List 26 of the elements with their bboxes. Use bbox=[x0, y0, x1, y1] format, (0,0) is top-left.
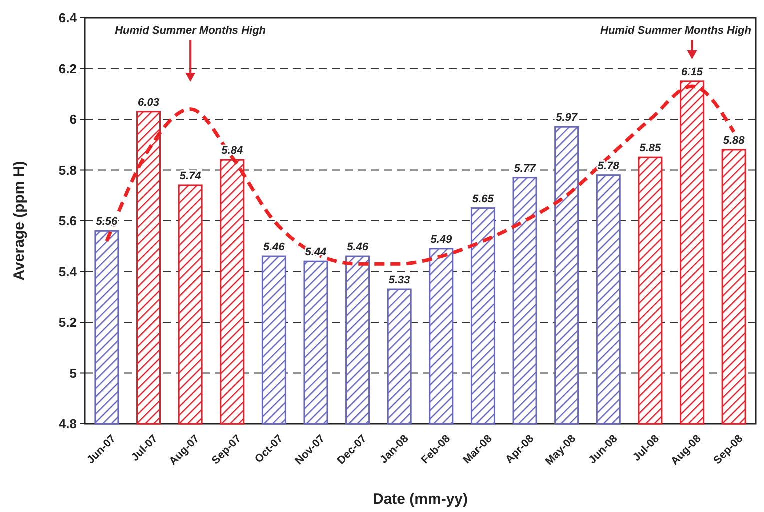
annotation: Humid Summer Months High bbox=[115, 25, 266, 37]
data-label: 5.33 bbox=[388, 274, 410, 287]
data-label: 5.46 bbox=[347, 242, 370, 254]
y-tick-label: 6.4 bbox=[58, 10, 78, 26]
data-label: 5.84 bbox=[222, 145, 244, 158]
data-label: 5.88 bbox=[723, 134, 746, 147]
data-label: 5.85 bbox=[640, 142, 662, 155]
data-label: 6.03 bbox=[138, 96, 160, 109]
y-tick-label: 5.6 bbox=[58, 214, 77, 229]
x-axis-title: Date (mm-yy) bbox=[372, 491, 468, 508]
data-label: 5.78 bbox=[598, 160, 620, 172]
annotation: Humid Summer Months High bbox=[600, 25, 752, 37]
data-label: 6.15 bbox=[682, 66, 704, 78]
data-label: 5.97 bbox=[556, 112, 578, 124]
y-tick-label: 5.2 bbox=[58, 315, 77, 330]
y-tick-label: 5 bbox=[70, 366, 77, 381]
data-label: 5.46 bbox=[263, 242, 286, 254]
data-label: 5.74 bbox=[180, 170, 202, 182]
y-tick-label: 6 bbox=[70, 112, 77, 128]
data-label: 5.49 bbox=[430, 234, 453, 246]
y-tick-label: 6.2 bbox=[58, 61, 77, 76]
y-axis-title: Average (ppm H) bbox=[11, 161, 28, 281]
y-tick-label: 5.4 bbox=[58, 264, 78, 280]
data-label: 5.65 bbox=[472, 193, 495, 206]
y-tick-label: 5.8 bbox=[58, 162, 77, 178]
y-tick-label: 4.8 bbox=[58, 416, 77, 432]
